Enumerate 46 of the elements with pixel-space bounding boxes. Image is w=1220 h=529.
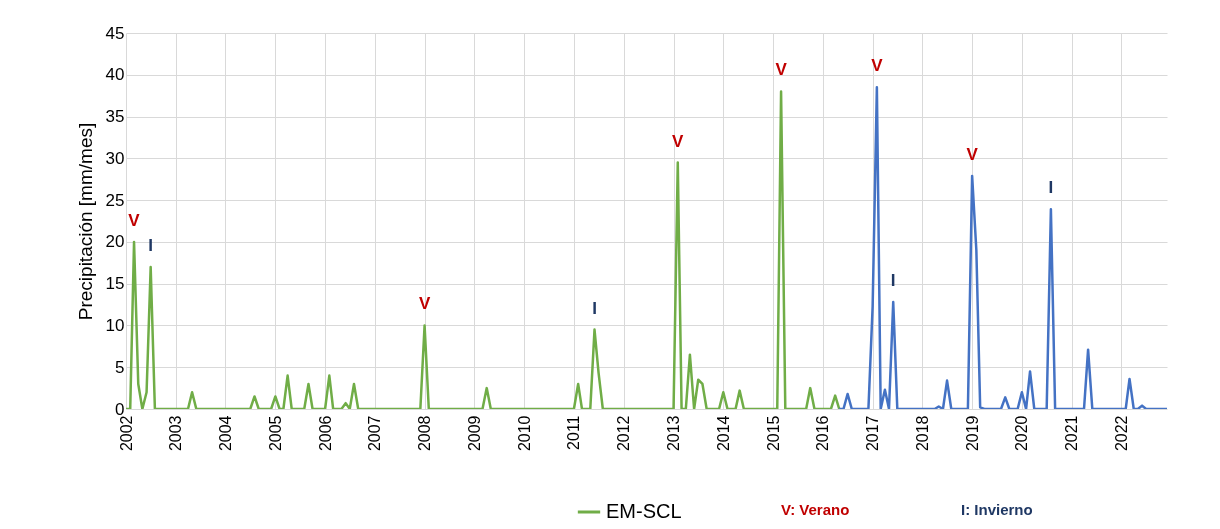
x-tick-label: 2019 <box>963 415 981 452</box>
x-tick-label: 2005 <box>266 415 284 452</box>
x-tick-label: 2013 <box>665 415 683 452</box>
x-tick-label: 2020 <box>1013 415 1031 452</box>
x-tick-label: 2009 <box>465 415 483 452</box>
x-tick-label: 2010 <box>515 415 533 452</box>
y-tick-label: 35 <box>105 107 125 127</box>
annotation: V <box>871 56 884 76</box>
text: I: Invierno <box>961 501 1033 518</box>
x-tick-label: 2014 <box>714 415 732 452</box>
y-tick-label: 20 <box>105 232 125 252</box>
annotation: I <box>148 235 154 255</box>
annotation: V <box>966 144 979 164</box>
x-tick-label: 2017 <box>864 415 882 452</box>
y-tick-label: 30 <box>105 148 125 168</box>
y-tick-label: 40 <box>105 65 125 85</box>
x-tick-label: 2018 <box>913 415 931 452</box>
x-tick-label: 2011 <box>565 415 583 450</box>
x-tick-label: 2006 <box>316 415 334 452</box>
x-tick-label: 2016 <box>814 415 832 452</box>
x-tick-label: 2008 <box>416 415 434 452</box>
y-axis-title: Precipitación [mm/mes] <box>74 122 96 321</box>
annotation: V <box>672 131 685 151</box>
x-tick-label: 2022 <box>1112 415 1130 452</box>
x-tick-label: 2004 <box>216 415 234 452</box>
x-tick-label: 2015 <box>764 415 782 452</box>
y-tick-label: 45 <box>105 23 125 43</box>
line-series <box>838 86 1167 409</box>
text: V: Verano <box>781 501 850 518</box>
y-tick-label: 25 <box>105 190 125 210</box>
annotation: V <box>128 210 141 230</box>
x-tick-label: 2007 <box>366 415 384 452</box>
x-tick-label: 2021 <box>1063 415 1081 452</box>
annotation: I <box>592 298 597 318</box>
annotation: V <box>775 60 788 80</box>
y-tick-label: 10 <box>105 315 125 335</box>
annotation: V <box>418 294 431 314</box>
x-tick-label: 2002 <box>117 415 135 452</box>
annotation: I <box>890 271 896 291</box>
x-tick-label: 2012 <box>615 415 633 452</box>
y-tick-label: 15 <box>105 274 125 294</box>
annotation: I <box>1048 178 1054 198</box>
y-tick-label: 5 <box>115 357 125 377</box>
line-series <box>126 90 841 409</box>
x-tick-label: 2003 <box>167 415 185 452</box>
legend-label: EM-SCL <box>606 500 682 522</box>
